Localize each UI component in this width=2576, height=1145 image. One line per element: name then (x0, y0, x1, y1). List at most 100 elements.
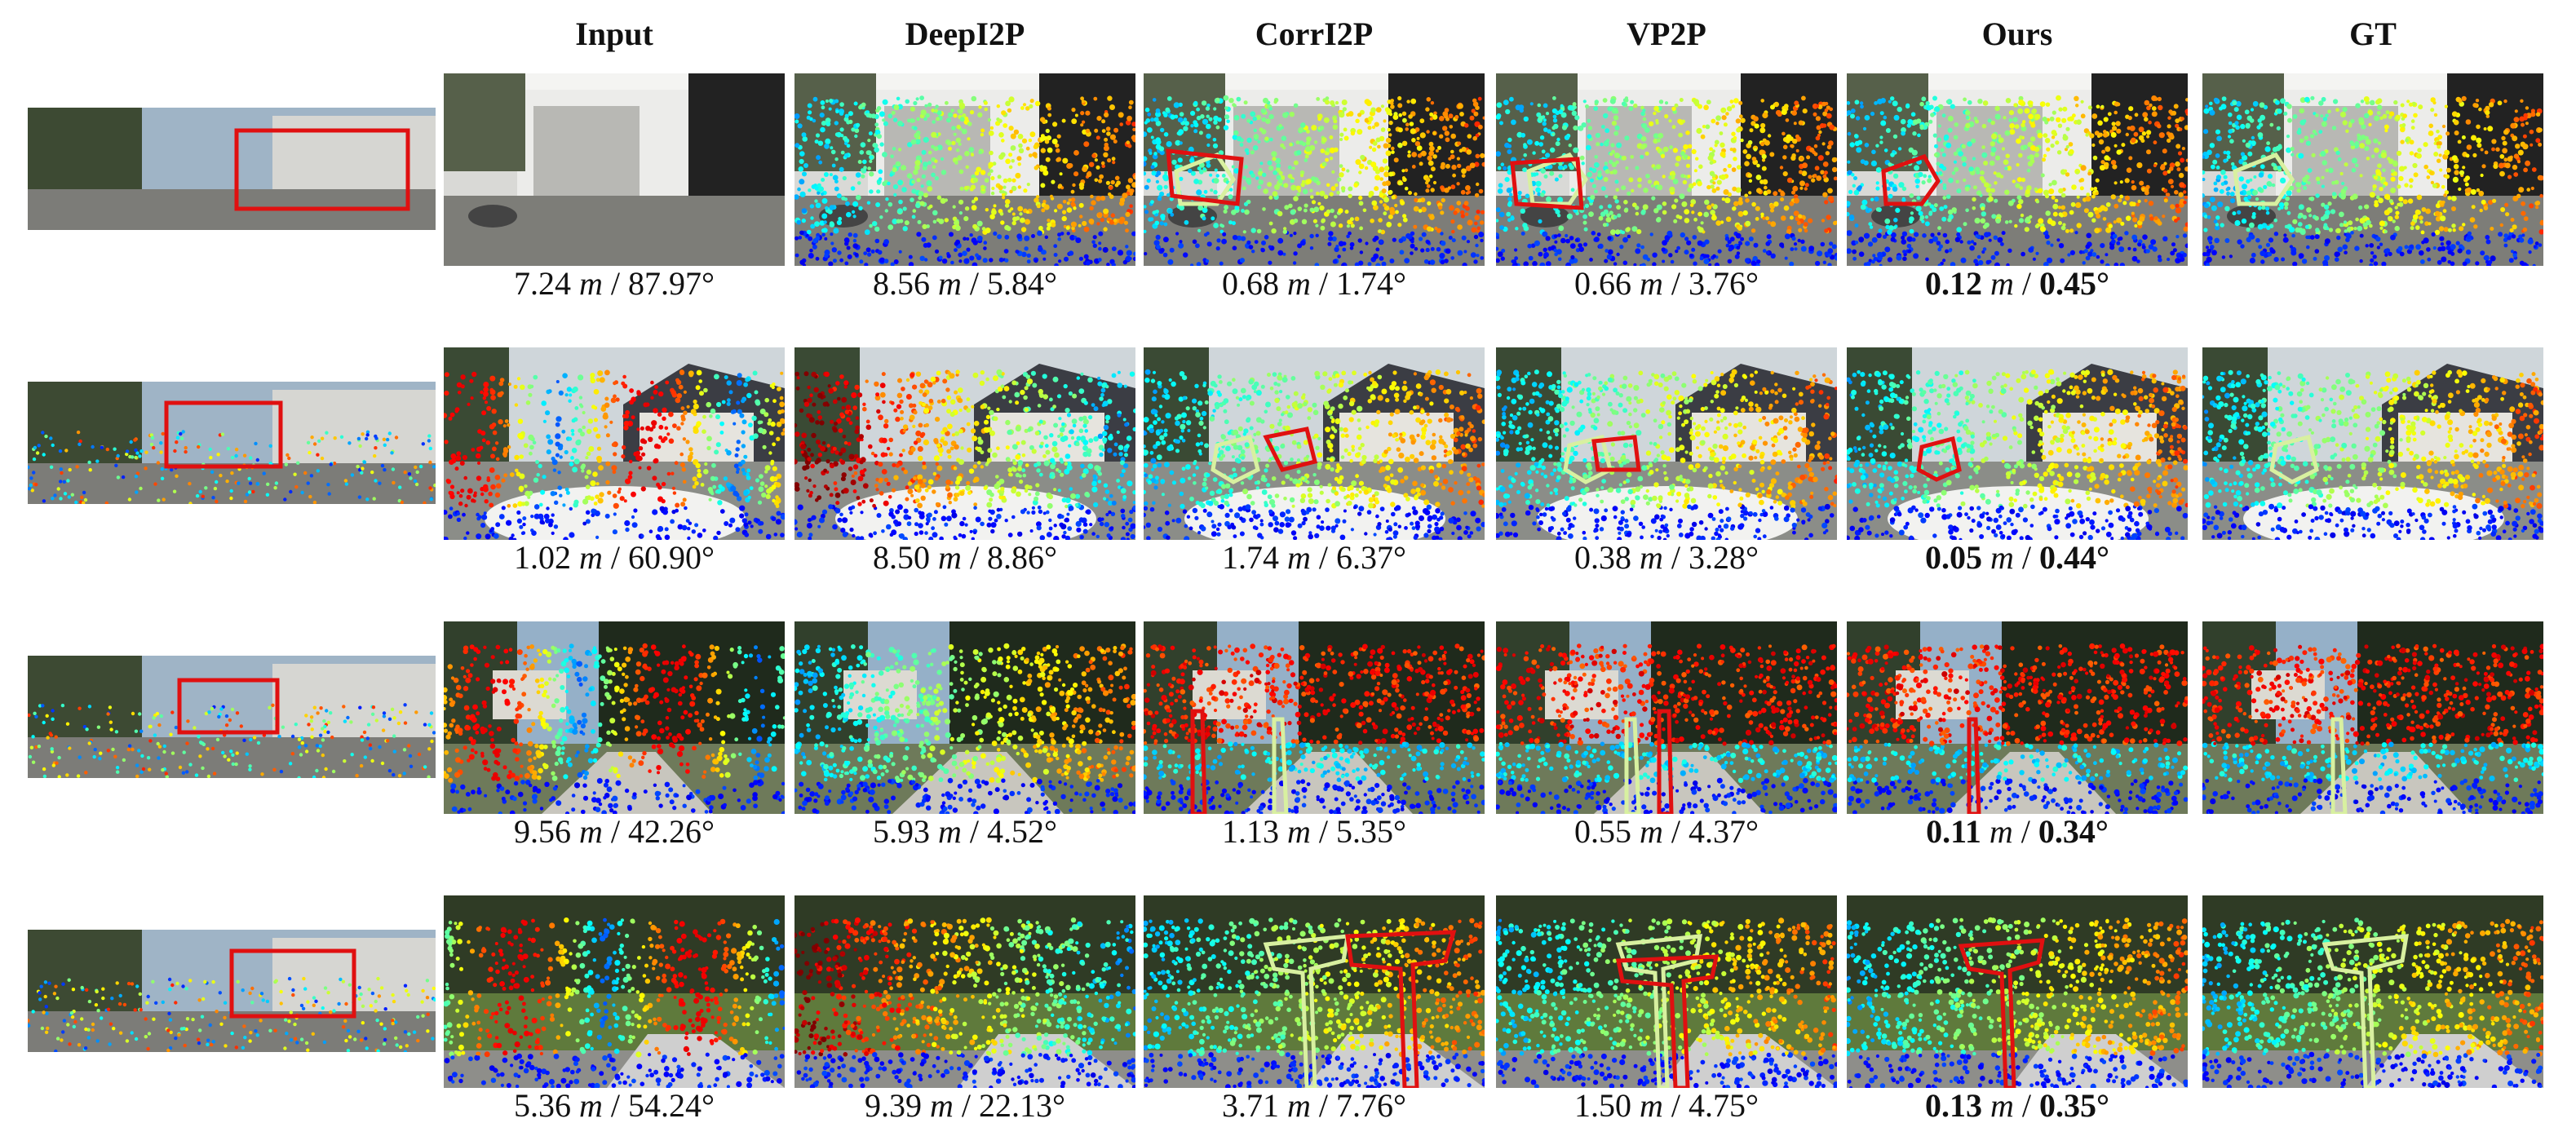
point (982, 258, 988, 263)
point (1650, 183, 1654, 188)
point (744, 512, 749, 517)
point (2211, 205, 2217, 211)
point (2374, 200, 2379, 205)
point (988, 130, 994, 136)
point (1764, 139, 1770, 146)
point (476, 475, 482, 481)
point (1391, 146, 1395, 151)
point (1817, 250, 1823, 257)
point (2058, 221, 2062, 225)
point (1877, 99, 1883, 104)
point (1910, 112, 1916, 117)
point (1773, 191, 1778, 197)
point (2180, 117, 2184, 121)
point (612, 493, 617, 498)
point (1373, 253, 1379, 259)
point (1956, 227, 1962, 232)
point (1025, 146, 1030, 151)
point (2335, 257, 2339, 262)
point (2420, 259, 2425, 264)
point (1426, 240, 1431, 245)
point (621, 454, 626, 459)
point (1942, 196, 1947, 200)
point (1326, 209, 1331, 214)
point (1572, 102, 1577, 107)
point (1710, 184, 1715, 189)
point (1243, 201, 1249, 206)
point (2397, 150, 2402, 157)
point (1669, 186, 1675, 193)
point (1039, 136, 1045, 142)
point (2364, 146, 2370, 152)
point (1571, 110, 1578, 117)
point (1474, 192, 1480, 198)
point (2102, 217, 2107, 221)
point (2485, 239, 2491, 245)
point (2000, 242, 2004, 246)
point (1234, 205, 1240, 210)
point (1166, 141, 1172, 148)
point (1213, 223, 1219, 228)
point (1007, 108, 1012, 113)
point (1070, 221, 1077, 228)
point (893, 104, 900, 111)
point (2528, 250, 2532, 254)
point (1847, 248, 1852, 254)
point (817, 140, 824, 146)
point (2515, 144, 2521, 149)
point (1877, 251, 1883, 258)
point (2424, 221, 2429, 226)
point (847, 254, 852, 259)
point (1909, 216, 1914, 222)
point (859, 259, 864, 264)
point (1480, 238, 1484, 243)
point (1582, 242, 1588, 247)
point (973, 197, 979, 201)
point (2339, 111, 2347, 117)
point (964, 151, 970, 157)
point (850, 186, 856, 191)
point (2184, 222, 2188, 228)
point (1704, 239, 1710, 245)
point (1165, 107, 1171, 113)
point (2530, 143, 2534, 147)
point (2344, 229, 2348, 233)
point (2231, 161, 2235, 166)
point (1263, 188, 1268, 194)
point (1432, 131, 1436, 135)
point (1804, 228, 1808, 233)
point (2367, 109, 2374, 116)
point (1783, 205, 1790, 211)
point (2441, 184, 2445, 189)
point (985, 208, 989, 212)
point (2012, 117, 2018, 122)
point (1402, 117, 1407, 123)
point (828, 261, 834, 266)
point (2174, 219, 2178, 223)
point (844, 141, 848, 145)
point (1902, 250, 1906, 254)
point (954, 161, 958, 165)
point (1160, 127, 1165, 133)
point (1311, 176, 1316, 181)
point (1430, 101, 1435, 105)
point (1242, 175, 1246, 180)
point (1693, 261, 1697, 266)
point (2314, 215, 2319, 221)
point (1669, 145, 1673, 149)
point (2105, 146, 2111, 153)
point (1526, 139, 1533, 145)
point (1216, 238, 1221, 243)
point (1170, 114, 1175, 120)
point (2310, 134, 2315, 139)
point (741, 444, 746, 449)
point (2119, 263, 2125, 266)
point (1316, 192, 1320, 196)
point (1146, 178, 1151, 183)
point (2008, 118, 2013, 122)
point (2459, 226, 2464, 232)
point (2112, 164, 2118, 170)
point (541, 400, 547, 406)
point (1189, 263, 1194, 266)
point (1644, 151, 1649, 156)
